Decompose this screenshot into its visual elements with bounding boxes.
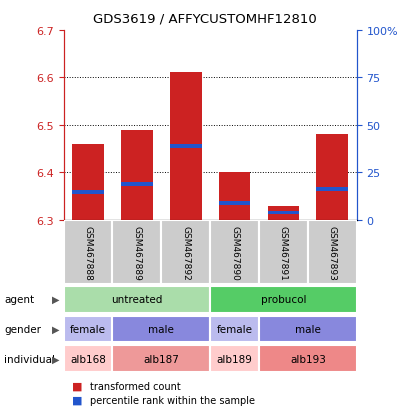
Text: ▶: ▶ bbox=[52, 354, 59, 364]
Bar bbox=[112, 221, 161, 285]
Text: alb189: alb189 bbox=[216, 354, 252, 364]
Bar bbox=[121, 130, 152, 221]
Bar bbox=[258, 346, 356, 372]
Bar bbox=[121, 183, 152, 186]
Text: female: female bbox=[70, 324, 106, 334]
Bar bbox=[316, 135, 347, 221]
Text: percentile rank within the sample: percentile rank within the sample bbox=[90, 395, 254, 405]
Bar bbox=[267, 211, 299, 215]
Bar bbox=[63, 346, 112, 372]
Bar bbox=[169, 145, 201, 148]
Bar bbox=[112, 316, 209, 342]
Bar bbox=[63, 286, 209, 313]
Bar bbox=[209, 221, 258, 285]
Bar bbox=[63, 316, 112, 342]
Bar bbox=[267, 206, 299, 221]
Bar bbox=[72, 191, 103, 195]
Bar bbox=[258, 316, 356, 342]
Text: probucol: probucol bbox=[260, 294, 306, 304]
Bar bbox=[209, 346, 258, 372]
Text: GSM467892: GSM467892 bbox=[181, 225, 190, 280]
Text: GSM467889: GSM467889 bbox=[132, 225, 141, 280]
Text: GSM467891: GSM467891 bbox=[278, 225, 287, 280]
Text: agent: agent bbox=[4, 294, 34, 304]
Text: untreated: untreated bbox=[111, 294, 162, 304]
Text: GSM467890: GSM467890 bbox=[229, 225, 238, 280]
Text: ▶: ▶ bbox=[52, 294, 59, 304]
Bar bbox=[72, 145, 103, 221]
Text: GSM467888: GSM467888 bbox=[83, 225, 92, 280]
Bar bbox=[169, 73, 201, 221]
Bar bbox=[161, 221, 210, 285]
Text: alb193: alb193 bbox=[289, 354, 325, 364]
Text: alb168: alb168 bbox=[70, 354, 106, 364]
Text: individual: individual bbox=[4, 354, 55, 364]
Bar bbox=[307, 221, 356, 285]
Text: alb187: alb187 bbox=[143, 354, 179, 364]
Bar bbox=[209, 316, 258, 342]
Bar bbox=[112, 346, 209, 372]
Text: ▶: ▶ bbox=[52, 324, 59, 334]
Text: ■: ■ bbox=[72, 395, 82, 405]
Text: GDS3619 / AFFYCUSTOMHF12810: GDS3619 / AFFYCUSTOMHF12810 bbox=[93, 12, 316, 25]
Text: male: male bbox=[148, 324, 174, 334]
Bar bbox=[209, 286, 356, 313]
Text: ■: ■ bbox=[72, 381, 82, 391]
Bar bbox=[258, 221, 307, 285]
Bar bbox=[63, 221, 112, 285]
Text: female: female bbox=[216, 324, 252, 334]
Text: transformed count: transformed count bbox=[90, 381, 180, 391]
Bar bbox=[316, 187, 347, 191]
Text: gender: gender bbox=[4, 324, 41, 334]
Bar bbox=[218, 173, 250, 221]
Text: GSM467893: GSM467893 bbox=[327, 225, 336, 280]
Text: male: male bbox=[294, 324, 320, 334]
Bar bbox=[218, 202, 250, 205]
